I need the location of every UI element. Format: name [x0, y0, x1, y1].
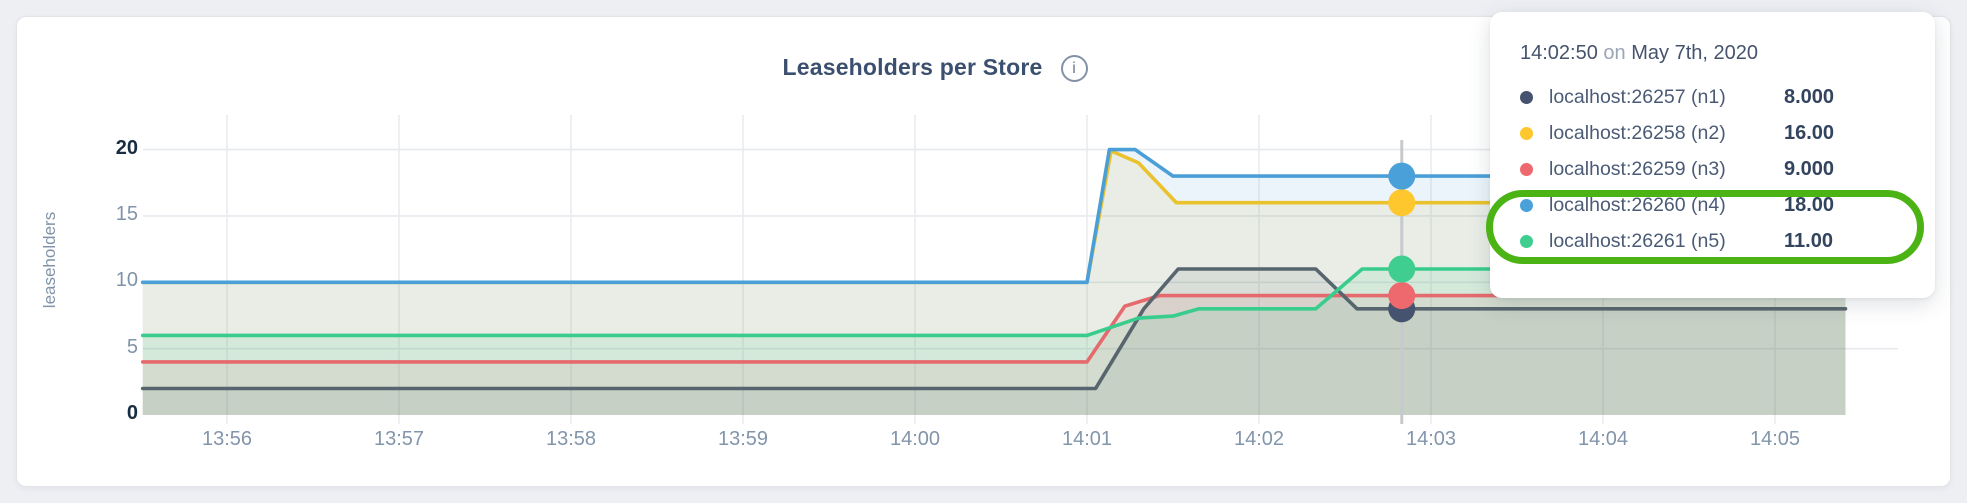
tooltip-row-n2: localhost:26258 (n2) 16.00 [1520, 115, 1905, 151]
series-value-n5: 11.00 [1784, 229, 1833, 252]
tooltip-on-word: on [1603, 42, 1626, 64]
series-dot-n3 [1520, 162, 1533, 176]
x-tick-13:58: 13:58 [545, 428, 597, 450]
tooltip-header: 14:02:50 on May 7th, 2020 [1520, 42, 1905, 65]
x-tick-14:05: 14:05 [1749, 428, 1801, 450]
chart-header: Leaseholders per Store i [0, 54, 1870, 84]
series-dot-n1 [1520, 90, 1533, 104]
info-icon[interactable]: i [1060, 55, 1088, 83]
series-label-n1: localhost:26257 (n1) [1549, 85, 1726, 108]
series-label-n2: localhost:26258 (n2) [1549, 121, 1726, 144]
y-tick-20: 20 [115, 136, 138, 159]
y-tick-0: 0 [126, 402, 138, 424]
x-tick-14:02: 14:02 [1233, 428, 1285, 450]
tooltip-row-n4: localhost:26260 (n4) 18.00 [1520, 187, 1905, 223]
tooltip-row-n5: localhost:26261 (n5) 11.00 [1520, 223, 1905, 259]
series-value-n2: 16.00 [1784, 121, 1835, 144]
series-label-n5: localhost:26261 (n5) [1549, 229, 1726, 252]
series-label-n3: localhost:26259 (n3) [1549, 157, 1726, 180]
hover-tooltip: 14:02:50 on May 7th, 2020 localhost:2625… [1486, 12, 1935, 298]
x-tick-13:57: 13:57 [373, 428, 425, 450]
y-tick-10: 10 [115, 269, 138, 292]
chart-title: Leaseholders per Store [782, 54, 1043, 80]
series-dot-n5 [1520, 234, 1533, 248]
y-axis-label: leaseholders [40, 211, 59, 309]
x-tick-13:56: 13:56 [201, 428, 253, 450]
series-value-n4: 18.00 [1784, 193, 1835, 216]
tooltip-row-n3: localhost:26259 (n3) 9.000 [1520, 151, 1905, 187]
x-tick-13:59: 13:59 [717, 428, 769, 450]
y-tick-5: 5 [126, 335, 138, 358]
x-tick-14:00: 14:00 [889, 428, 941, 450]
series-label-n4: localhost:26260 (n4) [1549, 193, 1726, 216]
x-tick-14:01: 14:01 [1061, 428, 1113, 450]
tooltip-time: 14:02:50 [1520, 42, 1598, 64]
y-tick-15: 15 [115, 202, 138, 225]
series-value-n1: 8.000 [1784, 85, 1835, 108]
series-dot-n2 [1520, 126, 1533, 140]
x-tick-14:04: 14:04 [1577, 428, 1629, 450]
tooltip-row-n1: localhost:26257 (n1) 8.000 [1520, 79, 1905, 115]
tooltip-date: May 7th, 2020 [1631, 42, 1758, 64]
x-tick-14:03: 14:03 [1405, 428, 1457, 450]
series-value-n3: 9.000 [1784, 157, 1835, 180]
series-dot-n4 [1520, 198, 1533, 212]
